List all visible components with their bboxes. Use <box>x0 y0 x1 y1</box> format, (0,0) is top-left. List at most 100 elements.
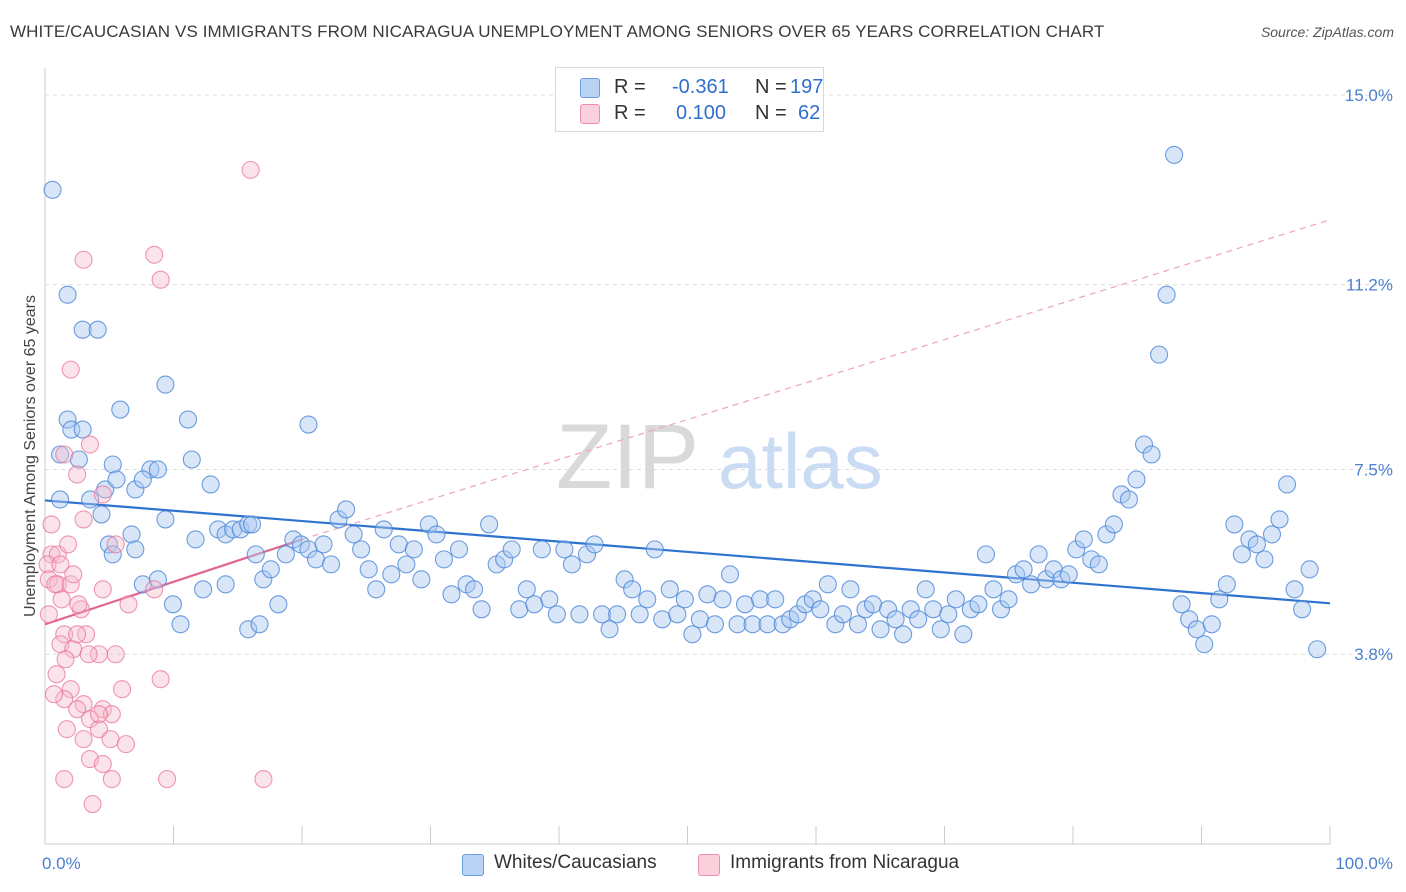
point-whites <box>103 545 122 564</box>
point-nicaragua <box>55 625 74 644</box>
point-nicaragua <box>44 685 64 704</box>
point-whites <box>547 605 566 624</box>
point-whites <box>329 510 348 529</box>
point-whites <box>502 540 521 559</box>
point-whites <box>103 455 122 474</box>
point-whites <box>736 595 755 614</box>
point-whites <box>367 580 386 599</box>
point-nicaragua <box>55 445 74 464</box>
point-whites <box>73 320 92 339</box>
point-whites <box>871 620 890 639</box>
watermark-zip: ZIP <box>556 406 699 508</box>
x-tick-label: 0.0% <box>42 854 81 873</box>
point-whites <box>242 515 262 534</box>
point-whites <box>1029 545 1048 564</box>
point-whites <box>660 580 679 599</box>
chart-title: WHITE/CAUCASIAN VS IMMIGRANTS FROM NICAR… <box>10 22 1105 41</box>
point-whites <box>156 510 175 529</box>
point-nicaragua <box>89 705 109 724</box>
point-nicaragua <box>74 250 93 269</box>
point-nicaragua <box>74 510 93 529</box>
point-whites <box>1172 595 1191 614</box>
point-nicaragua <box>151 270 170 289</box>
point-whites <box>517 580 536 599</box>
axes <box>44 68 1331 845</box>
point-whites <box>344 525 363 544</box>
point-nicaragua <box>59 535 78 554</box>
point-nicaragua <box>102 705 121 724</box>
point-whites <box>337 500 356 519</box>
point-whites <box>638 590 657 609</box>
y-tick-label: 7.5% <box>1354 460 1393 479</box>
point-whites <box>886 610 905 629</box>
x-tick-label: 100.0% <box>1335 854 1393 873</box>
point-whites <box>999 590 1018 609</box>
point-nicaragua <box>93 755 112 774</box>
watermark-atlas: atlas <box>718 417 883 505</box>
point-whites <box>751 590 770 609</box>
point-whites <box>879 600 898 619</box>
point-whites <box>1074 530 1093 549</box>
point-whites <box>1104 515 1123 534</box>
point-whites <box>1262 525 1282 544</box>
point-nicaragua <box>61 360 80 379</box>
point-whites <box>1293 600 1312 619</box>
point-whites <box>254 570 273 589</box>
point-whites <box>186 530 205 549</box>
point-whites <box>1232 545 1251 564</box>
point-nicaragua <box>51 555 70 574</box>
point-whites <box>931 620 950 639</box>
point-whites <box>532 540 551 559</box>
point-nicaragua <box>42 515 61 534</box>
point-whites <box>766 590 785 609</box>
point-whites <box>321 555 341 574</box>
y-tick-label: 15.0% <box>1345 86 1393 105</box>
point-whites <box>713 590 732 609</box>
point-whites <box>99 535 119 554</box>
point-nicaragua <box>89 720 109 739</box>
point-whites <box>608 605 627 624</box>
point-whites <box>1165 145 1184 164</box>
point-whites <box>1119 490 1139 509</box>
point-whites <box>720 565 740 584</box>
point-whites <box>1014 560 1033 579</box>
point-nicaragua <box>68 625 87 644</box>
point-whites <box>111 400 130 419</box>
point-whites <box>788 605 807 624</box>
point-whites <box>1022 575 1041 594</box>
point-whites <box>909 610 928 629</box>
point-whites <box>683 625 702 644</box>
point-whites <box>585 535 604 554</box>
point-whites <box>1150 345 1169 364</box>
point-whites <box>276 545 295 564</box>
point-whites <box>306 550 326 569</box>
point-whites <box>69 450 88 469</box>
point-whites <box>261 560 280 579</box>
point-whites <box>1157 285 1176 304</box>
point-whites <box>743 615 762 634</box>
point-whites <box>1210 590 1229 609</box>
point-whites <box>555 540 574 559</box>
point-whites <box>577 545 597 564</box>
point-whites <box>1270 510 1289 529</box>
point-whites <box>1067 540 1086 559</box>
point-whites <box>1127 470 1146 489</box>
point-nicaragua <box>38 555 57 574</box>
point-nicaragua <box>55 690 74 709</box>
point-whites <box>916 580 935 599</box>
point-whites <box>107 470 126 489</box>
point-nicaragua <box>158 770 177 789</box>
point-whites <box>58 285 77 304</box>
point-whites <box>969 595 988 614</box>
point-whites <box>826 615 845 634</box>
point-nicaragua <box>71 600 91 619</box>
point-whites <box>1225 515 1244 534</box>
legend-n-label: N = <box>755 76 787 98</box>
point-whites <box>389 535 408 554</box>
point-whites <box>239 620 258 639</box>
point-whites <box>954 625 973 644</box>
point-whites <box>668 605 687 624</box>
point-nicaragua <box>46 575 65 594</box>
point-whites <box>465 580 484 599</box>
point-nicaragua <box>80 710 100 729</box>
